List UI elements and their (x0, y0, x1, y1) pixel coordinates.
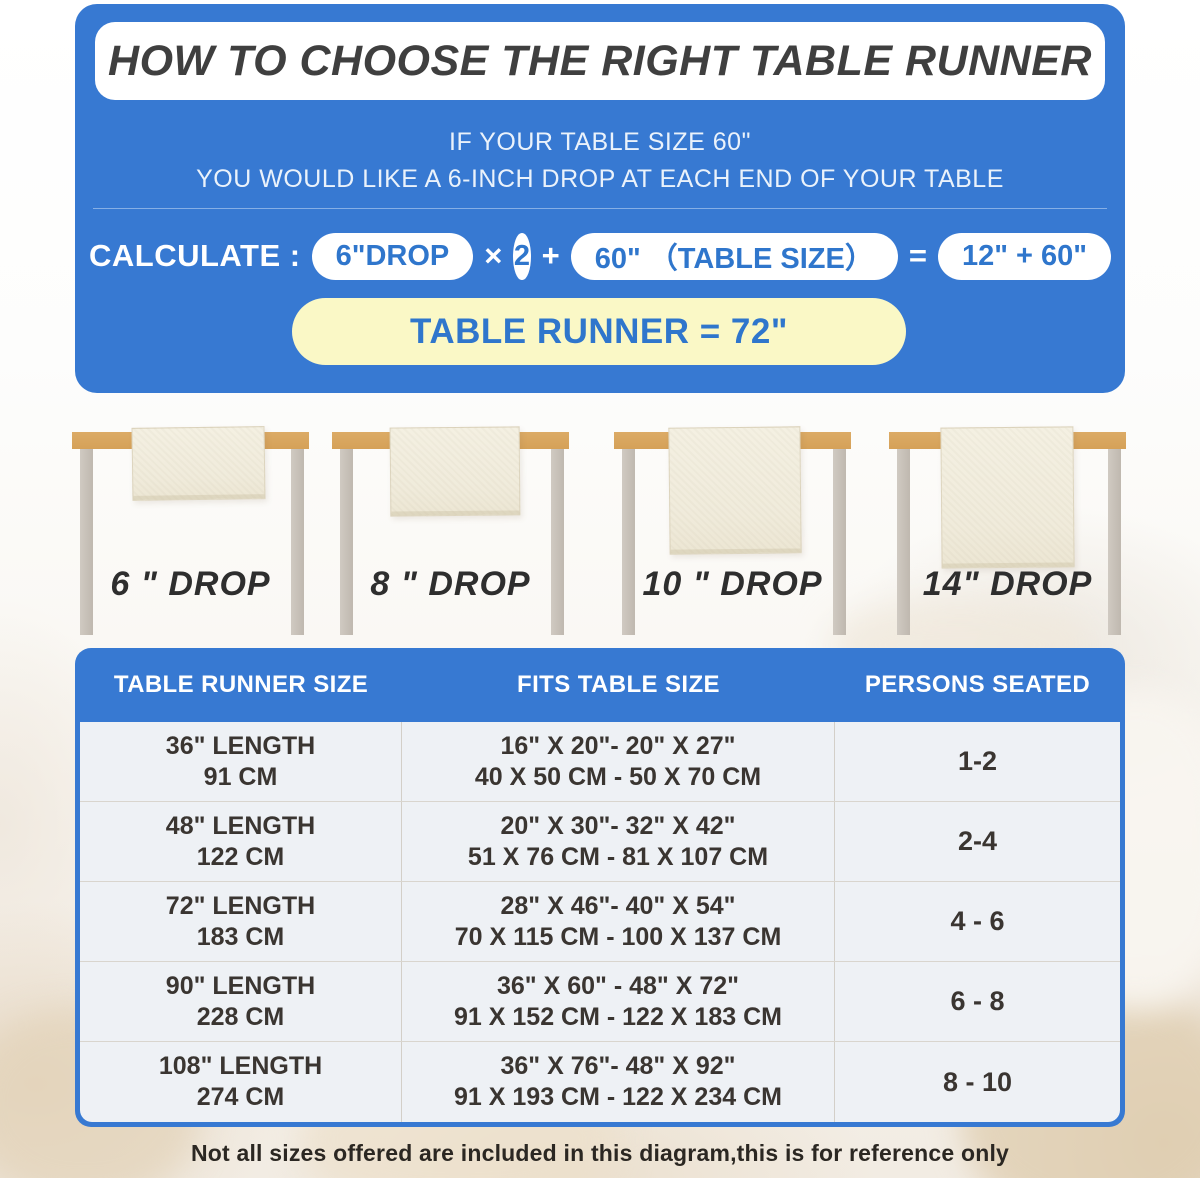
size-chart-body: 36" LENGTH 91 CM 16" X 20"- 20" X 27" 40… (80, 722, 1120, 1122)
drop-figure-14: 14" DROP (889, 426, 1126, 639)
fits-inches: 16" X 20"- 20" X 27" (500, 731, 736, 760)
table-row: 90" LENGTH 228 CM 36" X 60" - 48" X 72" … (80, 962, 1120, 1042)
cell-persons: 1-2 (835, 722, 1120, 801)
fits-inches: 36" X 76"- 48" X 92" (500, 1052, 736, 1080)
column-header-persons: PERSONS SEATED (864, 671, 1091, 698)
fits-inches: 28" X 46"- 40" X 54" (500, 891, 736, 920)
fits-inches: 36" X 60" - 48" X 72" (497, 971, 739, 1000)
table-leg-right (833, 449, 846, 635)
persons-value: 6 - 8 (950, 986, 1005, 1016)
drop-label: 8 " DROP (370, 565, 531, 603)
size-cm: 274 CM (196, 1083, 285, 1111)
persons-value: 4 - 6 (950, 906, 1005, 936)
table-leg-left (897, 449, 910, 635)
calculation-row: CALCULATE : 6"DROP × 2 + 60" （TABLE SIZE… (89, 231, 1111, 281)
fits-cm: 51 X 76 CM - 81 X 107 CM (467, 842, 769, 871)
drop-figure-10: 10 " DROP (614, 426, 851, 639)
table-row: 72" LENGTH 183 CM 28" X 46"- 40" X 54" 7… (80, 882, 1120, 962)
cell-runner-size: 108" LENGTH 274 CM (80, 1042, 402, 1122)
plus-operator: + (541, 238, 560, 273)
cell-fits: 16" X 20"- 20" X 27" 40 X 50 CM - 50 X 7… (402, 722, 835, 801)
fits-inches: 20" X 30"- 32" X 42" (500, 811, 736, 840)
fits-cm: 91 X 152 CM - 122 X 183 CM (454, 1002, 782, 1031)
cell-runner-size: 72" LENGTH 183 CM (80, 882, 402, 961)
page-title: HOW TO CHOOSE THE RIGHT TABLE RUNNER (108, 36, 1092, 85)
column-header-runner-size: TABLE RUNNER SIZE (113, 671, 369, 698)
cell-runner-size: 90" LENGTH 228 CM (80, 962, 402, 1041)
table-runner-illustration (389, 426, 521, 517)
title-box: HOW TO CHOOSE THE RIGHT TABLE RUNNER (95, 22, 1105, 100)
cell-persons: 4 - 6 (835, 882, 1120, 961)
cell-runner-size: 36" LENGTH 91 CM (80, 722, 402, 801)
table-leg-left (80, 449, 93, 635)
persons-value: 8 - 10 (942, 1066, 1013, 1097)
table-leg-left (622, 449, 635, 635)
header-panel: HOW TO CHOOSE THE RIGHT TABLE RUNNER IF … (75, 4, 1125, 393)
fits-cm: 40 X 50 CM - 50 X 70 CM (474, 762, 762, 791)
fits-cm: 91 X 193 CM - 122 X 234 CM (454, 1083, 782, 1111)
size-inches: 72" LENGTH (165, 891, 316, 920)
cell-runner-size: 48" LENGTH 122 CM (80, 802, 402, 881)
fits-cm: 70 X 115 CM - 100 X 137 CM (454, 922, 782, 951)
footer-note: Not all sizes offered are included in th… (190, 1140, 1010, 1166)
size-inches: 36" LENGTH (165, 731, 316, 760)
cell-persons: 6 - 8 (835, 962, 1120, 1041)
table-row: 108" LENGTH 274 CM 36" X 76"- 48" X 92" … (80, 1042, 1120, 1122)
cell-persons: 2-4 (835, 802, 1120, 881)
size-inches: 108" LENGTH (158, 1052, 323, 1080)
table-runner-illustration (131, 426, 266, 501)
result-text: TABLE RUNNER = 72" (410, 311, 788, 351)
size-chart-header: TABLE RUNNER SIZE FITS TABLE SIZE PERSON… (80, 648, 1120, 722)
cell-fits: 28" X 46"- 40" X 54" 70 X 115 CM - 100 X… (402, 882, 835, 961)
size-inches: 90" LENGTH (165, 971, 316, 1000)
subtitle-line-2: YOU WOULD LIKE A 6-INCH DROP AT EACH END… (196, 165, 1004, 193)
drop-figure-6: 6 " DROP (72, 426, 309, 639)
subtitle-line-1: IF YOUR TABLE SIZE 60" (449, 128, 751, 156)
table-leg-right (551, 449, 564, 635)
result-pill: TABLE RUNNER = 72" (292, 298, 906, 365)
cell-persons: 8 - 10 (835, 1042, 1120, 1122)
persons-value: 2-4 (957, 826, 998, 856)
cell-fits: 36" X 60" - 48" X 72" 91 X 152 CM - 122 … (402, 962, 835, 1041)
table-runner-illustration (940, 426, 1075, 569)
table-runner-illustration (668, 426, 802, 555)
table-row: 48" LENGTH 122 CM 20" X 30"- 32" X 42" 5… (80, 802, 1120, 882)
drop-label: 14" DROP (922, 565, 1093, 603)
table-leg-right (1108, 449, 1121, 635)
table-leg-left (340, 449, 353, 635)
table-row: 36" LENGTH 91 CM 16" X 20"- 20" X 27" 40… (80, 722, 1120, 802)
calc-pill-sum: 12" + 60" (937, 232, 1111, 280)
equals-operator: = (908, 238, 927, 273)
size-cm: 122 CM (196, 842, 285, 871)
drop-figure-8: 8 " DROP (332, 426, 569, 639)
table-leg-right (291, 449, 304, 635)
size-inches: 48" LENGTH (165, 811, 316, 840)
calc-label: CALCULATE : (89, 238, 301, 273)
size-chart-panel: TABLE RUNNER SIZE FITS TABLE SIZE PERSON… (75, 648, 1125, 1127)
multiply-operator: × (484, 238, 503, 273)
drop-label: 6 " DROP (110, 565, 271, 603)
cell-fits: 20" X 30"- 32" X 42" 51 X 76 CM - 81 X 1… (402, 802, 835, 881)
persons-value: 1-2 (957, 746, 998, 776)
size-cm: 183 CM (196, 922, 285, 951)
header-divider (93, 208, 1107, 209)
size-cm: 91 CM (203, 762, 278, 791)
drop-label: 10 " DROP (642, 565, 823, 603)
column-header-fits: FITS TABLE SIZE (517, 671, 720, 698)
calc-pill-factor: 2 (513, 232, 531, 280)
size-cm: 228 CM (196, 1002, 285, 1031)
calc-pill-drop: 6"DROP (311, 232, 474, 280)
cell-fits: 36" X 76"- 48" X 92" 91 X 193 CM - 122 X… (402, 1042, 835, 1122)
calc-pill-table-size: 60" （TABLE SIZE） (570, 232, 898, 280)
